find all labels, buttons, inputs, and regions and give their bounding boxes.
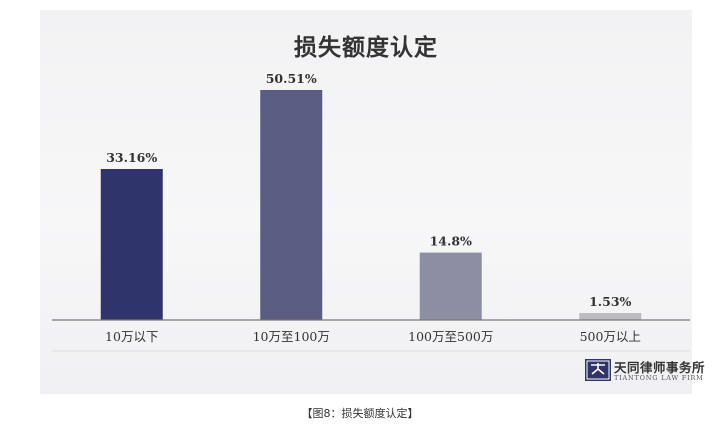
- bar-1: [100, 169, 163, 320]
- category-label-2: 10万至100万: [253, 329, 330, 344]
- firm-name-cn: 天同律师事务所: [614, 360, 706, 375]
- bar-3: [419, 252, 482, 320]
- labels-layer: 33.16% 10万以下 50.51% 10万至100万 14.8% 100万至500万 1…: [105, 71, 641, 344]
- bar-chart: 33.16% 10万以下 50.51% 10万至100万 14.8% 100万至500万 1…: [52, 71, 690, 352]
- bar-2: [260, 90, 323, 320]
- figure-caption: 【图8：损失额度认定】: [301, 407, 419, 420]
- bar-value-label-4: 1.53%: [589, 294, 631, 309]
- bar-4: [579, 313, 642, 320]
- bars-layer: [100, 90, 642, 320]
- firm-logo-icon: [585, 359, 611, 381]
- category-label-3: 100万至500万: [408, 329, 493, 344]
- bar-value-label-1: 33.16%: [106, 150, 157, 165]
- bar-value-label-2: 50.51%: [266, 71, 317, 86]
- firm-name-en: TIANTONG LAW FIRM: [614, 374, 704, 382]
- category-label-1: 10万以下: [105, 329, 158, 344]
- bar-value-label-3: 14.8%: [430, 234, 472, 249]
- category-label-4: 500万以上: [580, 329, 641, 344]
- chart-title: 损失额度认定: [294, 34, 438, 61]
